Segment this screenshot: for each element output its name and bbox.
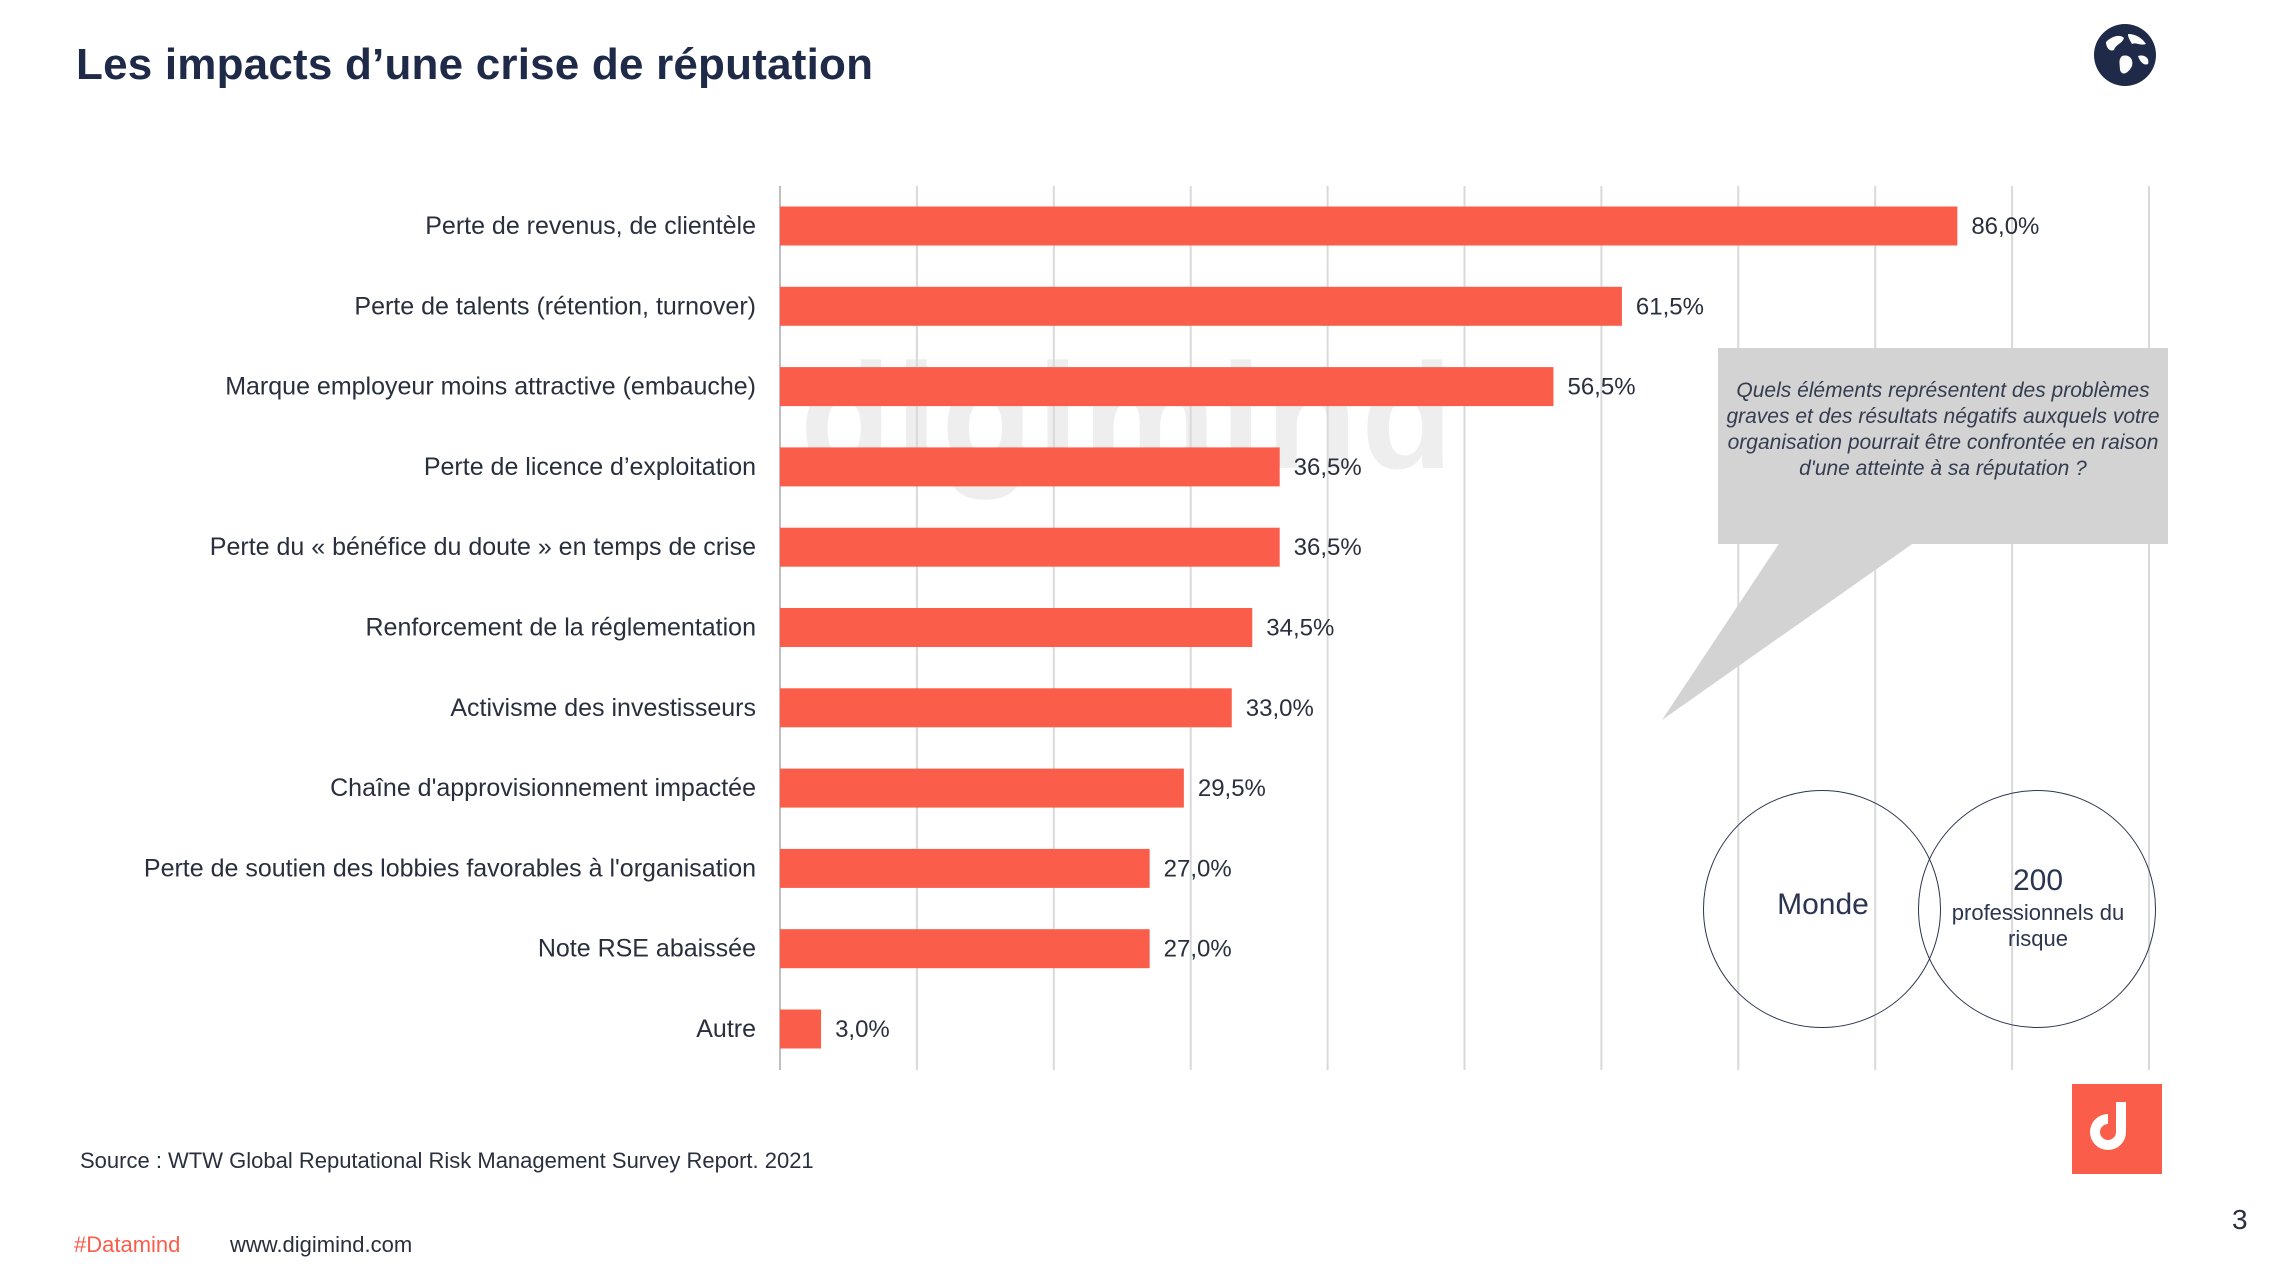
data-label: 33,0% [1246,695,1314,722]
category-label: Activisme des investisseurs [450,694,756,722]
category-label: Perte de revenus, de clientèle [425,212,756,240]
region-label: Monde [1777,888,1869,921]
data-label: 34,5% [1266,615,1334,642]
category-label: Perte du « bénéfice du doute » en temps … [210,533,756,561]
category-label: Perte de soutien des lobbies favorables … [144,854,756,882]
category-label: Note RSE abaissée [538,935,756,963]
data-label: 56,5% [1567,374,1635,401]
data-label: 27,0% [1164,855,1232,882]
bar [780,1009,822,1049]
bar [780,688,1232,728]
page-number: 3 [2232,1204,2248,1235]
data-label: 27,0% [1164,936,1232,963]
source-note: Source : WTW Global Reputational Risk Ma… [80,1148,814,1173]
respondents-count: 200 [2012,864,2064,897]
bar [780,929,1150,969]
digimind-logo-icon [2072,1084,2162,1174]
globe-icon [2094,24,2156,86]
bar [780,848,1150,888]
data-label: 3,0% [835,1016,890,1043]
page-title: Les impacts d’une crise de réputation [76,40,874,89]
category-label: Perte de talents (rétention, turnover) [354,292,756,320]
bar [780,608,1253,647]
data-label: 61,5% [1636,293,1704,320]
bar [780,768,1184,808]
data-label: 29,5% [1198,775,1266,802]
category-label: Autre [696,1015,756,1043]
respondents-label: professionnels du risque [1951,900,2125,951]
bar [780,206,1958,246]
bar [780,367,1554,407]
data-label: 36,5% [1294,454,1362,481]
hashtag: #Datamind [74,1232,181,1257]
category-label: Marque employeur moins attractive (embau… [225,373,756,401]
bar [780,286,1622,326]
respondents-circle [1918,790,2156,1028]
category-label: Chaîne d'approvisionnement impactée [330,774,756,802]
data-label: 36,5% [1294,534,1362,561]
website-link[interactable]: www.digimind.com [230,1232,413,1257]
category-label: Renforcement de la réglementation [365,614,756,642]
survey-question: Quels éléments représentent des problème… [1726,379,2160,480]
bar [780,527,1280,567]
category-label: Perte de licence d’exploitation [424,453,756,481]
data-label: 86,0% [1971,213,2039,240]
bar [780,447,1280,487]
